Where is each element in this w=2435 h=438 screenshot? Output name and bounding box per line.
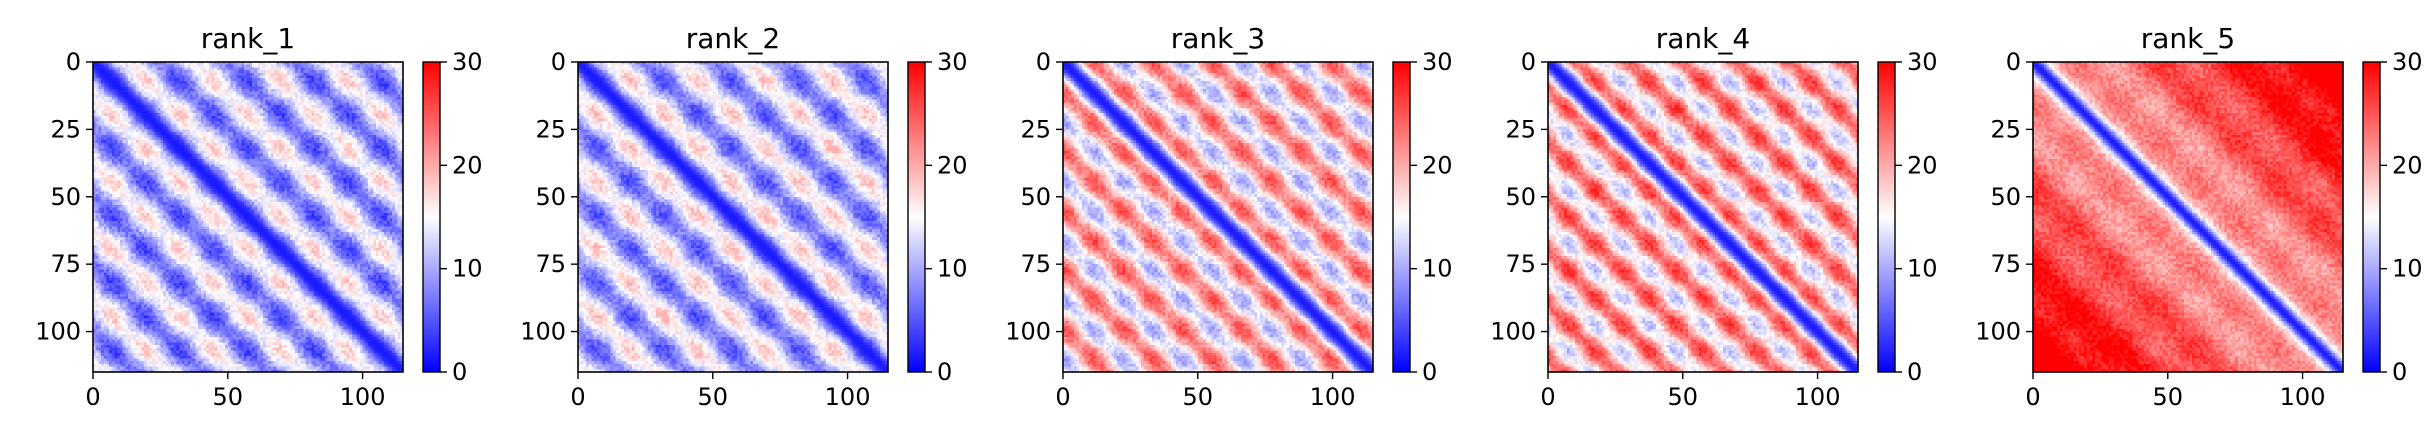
colorbar-tick-label: 30: [452, 48, 483, 76]
y-tick-label: 0: [1036, 48, 1051, 76]
heatmap-cells: [1063, 62, 1373, 372]
colorbar-tick-label: 30: [1907, 48, 1938, 76]
y-tick-label: 100: [1490, 318, 1536, 346]
y-tick-label: 25: [1505, 115, 1536, 143]
colorbar-tick-label: 30: [2392, 48, 2423, 76]
x-tick-label: 100: [825, 383, 871, 411]
heatmap-panel-1: rank_1 0 50 100 0 25 50 75 100 0 10 20 30: [35, 22, 482, 411]
axes-frame: [2032, 61, 2344, 373]
colorbar: [907, 61, 926, 373]
panel-title: rank_3: [1171, 22, 1265, 55]
colorbar-tick-label: 10: [1422, 255, 1453, 283]
y-tick-label: 100: [1005, 318, 1051, 346]
axes-frame: [1062, 61, 1374, 373]
y-tick-label: 25: [535, 115, 566, 143]
colorbar-tick-label: 20: [1422, 151, 1453, 179]
y-tick-label: 75: [1990, 250, 2021, 278]
x-tick-label: 50: [1183, 383, 1214, 411]
colorbar-tick-label: 10: [452, 255, 483, 283]
colorbar: [422, 61, 441, 373]
colorbar-tick-label: 20: [937, 151, 968, 179]
axes-frame: [92, 61, 404, 373]
x-tick-label: 0: [85, 383, 100, 411]
colorbar-tick-label: 0: [937, 358, 952, 386]
colorbar-tick-label: 0: [2392, 358, 2407, 386]
panel-title: rank_4: [1656, 22, 1750, 55]
heatmap-panel-3: rank_3 0 50 100 0 25 50 75 100 0 10 20 30: [1005, 22, 1452, 411]
colorbar-tick-label: 30: [937, 48, 968, 76]
panel-title: rank_2: [686, 22, 780, 55]
y-tick-label: 100: [520, 318, 566, 346]
colorbar-tick-label: 0: [1907, 358, 1922, 386]
x-tick-label: 0: [1055, 383, 1070, 411]
y-tick-label: 0: [551, 48, 566, 76]
x-tick-label: 50: [213, 383, 244, 411]
colorbar-tick-label: 20: [452, 151, 483, 179]
y-tick-label: 25: [50, 115, 81, 143]
colorbar-tick-label: 0: [1422, 358, 1437, 386]
y-tick-label: 100: [35, 318, 81, 346]
y-tick-label: 50: [1505, 183, 1536, 211]
x-tick-label: 0: [570, 383, 585, 411]
x-tick-label: 100: [1795, 383, 1841, 411]
x-tick-label: 100: [340, 383, 386, 411]
colorbar: [2362, 61, 2381, 373]
colorbar-tick-label: 0: [452, 358, 467, 386]
x-tick-label: 50: [2153, 383, 2184, 411]
y-tick-label: 100: [1975, 318, 2021, 346]
colorbar: [1877, 61, 1896, 373]
panel-title: rank_5: [2141, 22, 2235, 55]
colorbar-tick-label: 30: [1422, 48, 1453, 76]
y-tick-label: 0: [66, 48, 81, 76]
heatmap-cells: [93, 62, 403, 372]
y-tick-label: 75: [1505, 250, 1536, 278]
heatmap-cells: [2033, 62, 2343, 372]
x-tick-label: 100: [1310, 383, 1356, 411]
x-tick-label: 100: [2280, 383, 2326, 411]
axes-frame: [1547, 61, 1859, 373]
heatmap-panel-4: rank_4 0 50 100 0 25 50 75 100 0 10 20 30: [1490, 22, 1937, 411]
x-tick-label: 0: [1540, 383, 1555, 411]
x-tick-label: 50: [698, 383, 729, 411]
heatmap-cells: [578, 62, 888, 372]
colorbar-tick-label: 10: [1907, 255, 1938, 283]
colorbar-tick-label: 10: [937, 255, 968, 283]
colorbar: [1392, 61, 1411, 373]
x-tick-label: 0: [2025, 383, 2040, 411]
y-tick-label: 75: [1020, 250, 1051, 278]
y-tick-label: 25: [1990, 115, 2021, 143]
colorbar-tick-label: 20: [2392, 151, 2423, 179]
y-tick-label: 75: [50, 250, 81, 278]
panel-title: rank_1: [201, 22, 295, 55]
heatmap-cells: [1548, 62, 1858, 372]
heatmap-panel-5: rank_5 0 50 100 0 25 50 75 100 0 10 20 30: [1975, 22, 2422, 411]
y-tick-label: 50: [50, 183, 81, 211]
y-tick-label: 0: [1521, 48, 1536, 76]
colorbar-tick-label: 20: [1907, 151, 1938, 179]
y-tick-label: 50: [535, 183, 566, 211]
axes-frame: [577, 61, 889, 373]
heatmap-panel-2: rank_2 0 50 100 0 25 50 75 100 0 10 20 30: [520, 22, 967, 411]
y-tick-label: 0: [2006, 48, 2021, 76]
y-tick-label: 50: [1020, 183, 1051, 211]
y-tick-label: 25: [1020, 115, 1051, 143]
colorbar-tick-label: 10: [2392, 255, 2423, 283]
x-tick-label: 50: [1668, 383, 1699, 411]
y-tick-label: 50: [1990, 183, 2021, 211]
y-tick-label: 75: [535, 250, 566, 278]
